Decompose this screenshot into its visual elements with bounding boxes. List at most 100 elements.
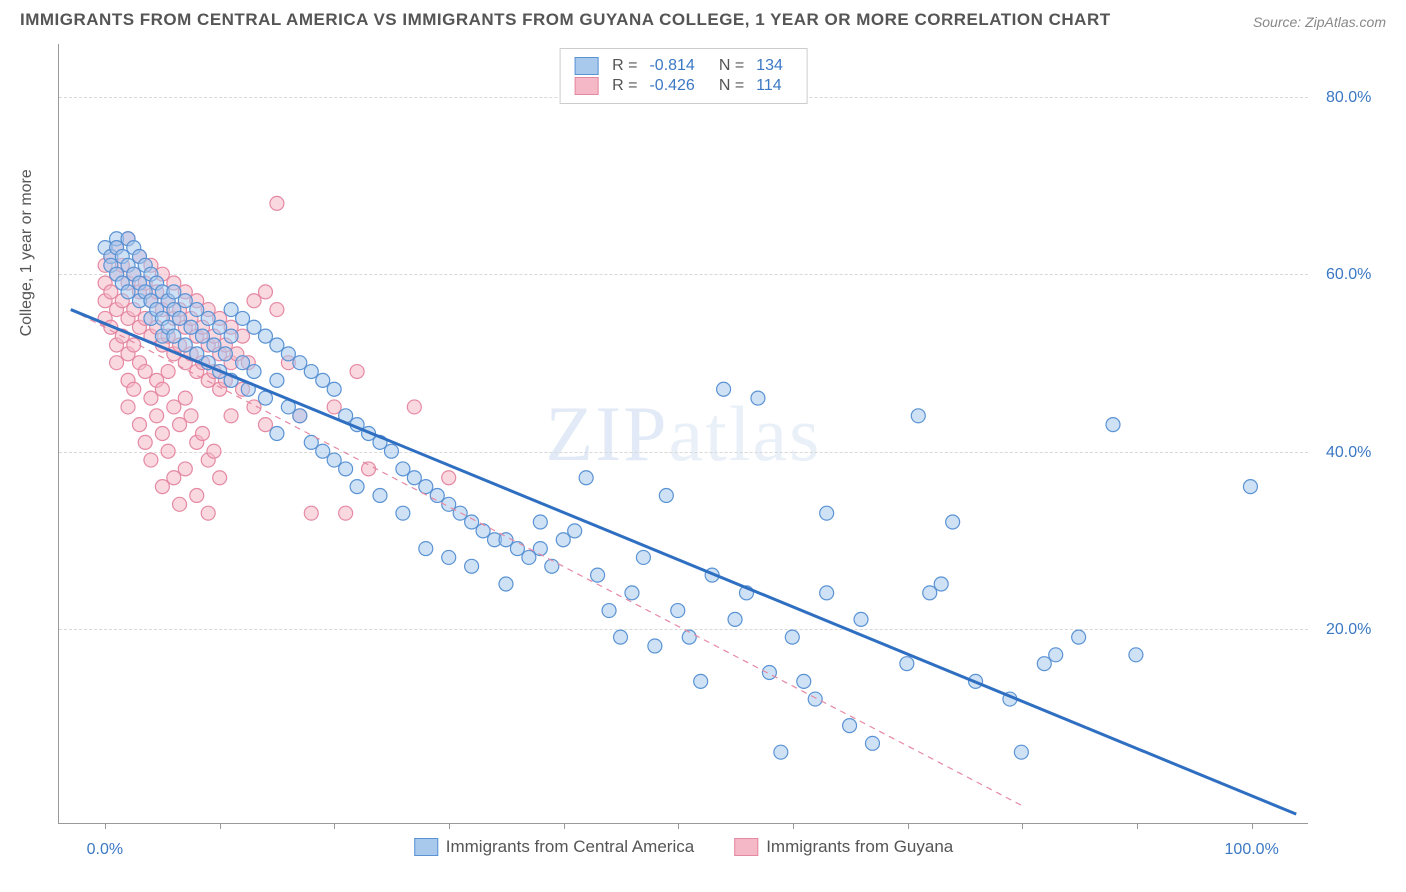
y-axis-label: College, 1 year or more <box>18 169 36 336</box>
scatter-point <box>602 604 616 618</box>
legend-swatch <box>414 838 438 856</box>
scatter-point <box>900 657 914 671</box>
scatter-point <box>121 285 135 299</box>
scatter-point <box>213 471 227 485</box>
scatter-point <box>316 444 330 458</box>
x-tick <box>220 823 221 829</box>
scatter-point <box>138 365 152 379</box>
scatter-point <box>808 692 822 706</box>
scatter-point <box>127 338 141 352</box>
scatter-point <box>362 462 376 476</box>
scatter-point <box>751 391 765 405</box>
scatter-point <box>923 586 937 600</box>
scatter-point <box>104 285 118 299</box>
scatter-point <box>339 462 353 476</box>
scatter-point <box>510 542 524 556</box>
scatter-point <box>327 453 341 467</box>
x-tick <box>793 823 794 829</box>
scatter-point <box>533 515 547 529</box>
scatter-point <box>568 524 582 538</box>
scatter-point <box>167 285 181 299</box>
scatter-point <box>911 409 925 423</box>
scatter-point <box>407 400 421 414</box>
scatter-point <box>946 515 960 529</box>
regression-line <box>71 310 1296 815</box>
scatter-point <box>648 639 662 653</box>
scatter-point <box>820 506 834 520</box>
scatter-point <box>453 506 467 520</box>
scatter-point <box>671 604 685 618</box>
scatter-point <box>1129 648 1143 662</box>
legend-item: Immigrants from Central America <box>414 837 694 857</box>
scatter-point <box>270 373 284 387</box>
scatter-point <box>636 550 650 564</box>
scatter-point <box>178 294 192 308</box>
x-tick-label: 100.0% <box>1225 841 1279 859</box>
scatter-point <box>350 480 364 494</box>
series-legend: Immigrants from Central AmericaImmigrant… <box>414 837 954 857</box>
scatter-point <box>150 409 164 423</box>
scatter-point <box>178 338 192 352</box>
legend-label: Immigrants from Central America <box>446 837 694 857</box>
scatter-point <box>442 471 456 485</box>
scatter-point <box>339 506 353 520</box>
n-value: 114 <box>756 77 782 95</box>
scatter-svg <box>59 44 1308 823</box>
x-tick <box>449 823 450 829</box>
x-tick-label: 0.0% <box>87 841 123 859</box>
scatter-point <box>127 382 141 396</box>
scatter-point <box>190 488 204 502</box>
scatter-point <box>762 666 776 680</box>
scatter-point <box>161 444 175 458</box>
r-label: R = <box>612 77 637 95</box>
scatter-point <box>144 453 158 467</box>
scatter-point <box>396 506 410 520</box>
x-tick <box>1137 823 1138 829</box>
scatter-point <box>270 338 284 352</box>
scatter-point <box>430 488 444 502</box>
scatter-point <box>843 719 857 733</box>
scatter-point <box>934 577 948 591</box>
scatter-point <box>1243 480 1257 494</box>
r-label: R = <box>612 57 637 75</box>
legend-row: R =-0.426N =114 <box>574 77 793 95</box>
scatter-point <box>178 391 192 405</box>
scatter-point <box>155 480 169 494</box>
scatter-point <box>201 311 215 325</box>
scatter-point <box>258 329 272 343</box>
correlation-legend: R =-0.814N =134 R =-0.426N =114 <box>559 48 808 104</box>
y-tick-label: 20.0% <box>1326 621 1386 639</box>
scatter-point <box>545 559 559 573</box>
scatter-point <box>465 515 479 529</box>
scatter-point <box>1106 418 1120 432</box>
scatter-point <box>178 462 192 476</box>
scatter-point <box>591 568 605 582</box>
scatter-point <box>167 471 181 485</box>
scatter-point <box>236 356 250 370</box>
scatter-point <box>694 674 708 688</box>
chart-title: IMMIGRANTS FROM CENTRAL AMERICA VS IMMIG… <box>20 10 1111 30</box>
scatter-point <box>579 471 593 485</box>
scatter-point <box>247 320 261 334</box>
scatter-point <box>155 427 169 441</box>
legend-row: R =-0.814N =134 <box>574 57 793 75</box>
n-value: 134 <box>756 57 783 75</box>
scatter-point <box>224 329 238 343</box>
scatter-point <box>556 533 570 547</box>
scatter-point <box>419 542 433 556</box>
scatter-point <box>499 577 513 591</box>
scatter-point <box>224 303 238 317</box>
scatter-point <box>373 488 387 502</box>
x-tick <box>678 823 679 829</box>
scatter-point <box>281 347 295 361</box>
scatter-point <box>293 356 307 370</box>
scatter-point <box>465 559 479 573</box>
scatter-point <box>327 400 341 414</box>
scatter-point <box>270 196 284 210</box>
scatter-point <box>407 471 421 485</box>
scatter-point <box>659 488 673 502</box>
plot-area: ZIPatlas 20.0%40.0%60.0%80.0% 0.0%100.0%… <box>58 44 1308 824</box>
scatter-point <box>350 365 364 379</box>
scatter-point <box>522 550 536 564</box>
scatter-point <box>625 586 639 600</box>
